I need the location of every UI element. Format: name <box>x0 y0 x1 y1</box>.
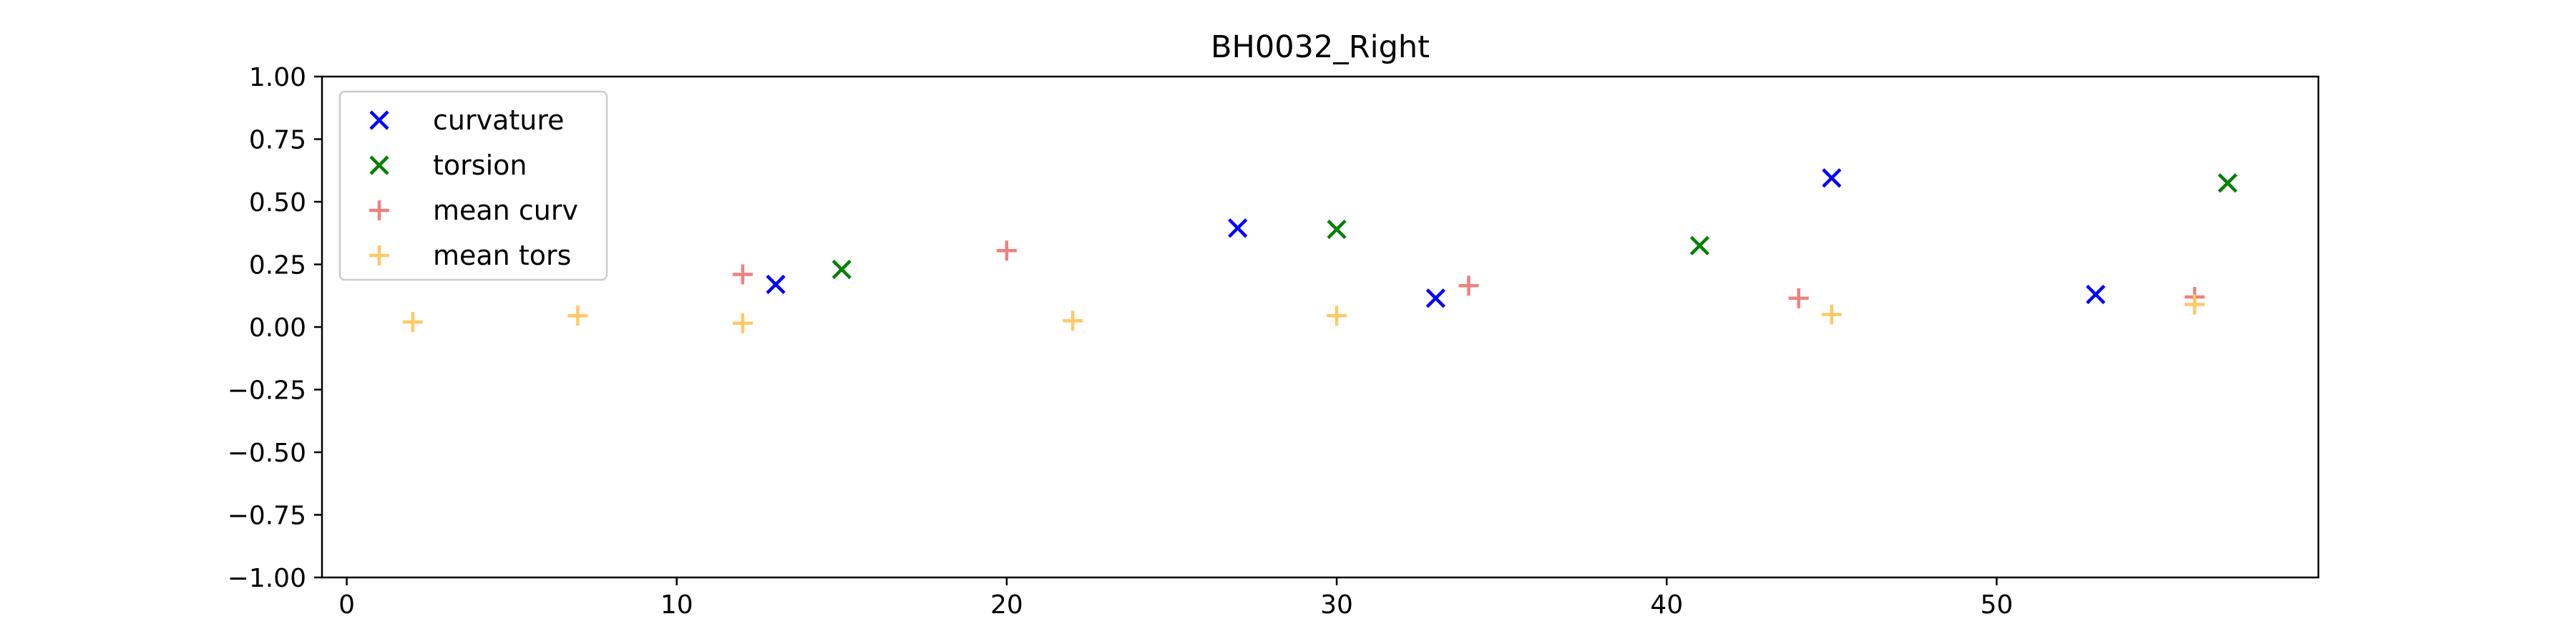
data-point-mean-tors <box>1821 304 1842 325</box>
y-tick-label: 0.25 <box>249 251 306 280</box>
marker-stroke <box>1689 235 1709 255</box>
data-point-curvature <box>1228 218 1248 238</box>
chart-title: BH0032_Right <box>1211 29 1430 65</box>
y-tick-label: −1.00 <box>228 564 306 593</box>
data-point-torsion <box>2218 173 2238 193</box>
data-point-mean-tors <box>1327 306 1347 326</box>
data-point-mean-tors <box>1063 311 1083 331</box>
data-point-torsion <box>1689 235 1709 255</box>
y-tick-label: 0.75 <box>249 126 306 155</box>
data-point-curvature <box>766 274 786 295</box>
plot-area: 0 10 20 30 40 50 1.00 0.75 0.50 0.25 0.00 −0.25 −0.5… <box>228 63 2320 620</box>
y-tick-label: −0.25 <box>228 376 306 406</box>
marker-stroke <box>1327 219 1347 240</box>
marker-stroke <box>766 274 786 295</box>
legend-marker-curvature <box>369 110 389 130</box>
y-tick-label: −0.50 <box>228 439 306 468</box>
marker-stroke <box>369 110 389 130</box>
marker-stroke <box>2086 284 2106 305</box>
marker-stroke <box>1228 218 1248 238</box>
marker-stroke <box>1822 168 1842 188</box>
data-point-torsion <box>831 259 852 280</box>
data-point-curvature <box>1822 168 1842 188</box>
data-point-curvature <box>2086 284 2106 305</box>
x-tick-label: 50 <box>1980 590 2013 620</box>
data-point-torsion <box>1327 219 1347 240</box>
marker-stroke <box>831 259 852 280</box>
data-point-curvature <box>1425 288 1445 308</box>
x-tick-label: 10 <box>660 590 693 620</box>
x-tick-label: 0 <box>338 590 355 620</box>
legend-label-mean-curv: mean curv <box>433 195 578 226</box>
series-mean-curv <box>732 240 2205 308</box>
x-tick-label: 30 <box>1320 590 1353 620</box>
legend-label-mean-tors: mean tors <box>433 240 571 271</box>
data-point-mean-curv <box>732 264 753 285</box>
series-torsion <box>831 173 2238 280</box>
x-tick-label: 40 <box>1650 590 1683 620</box>
legend-marker-mean-curv <box>369 200 389 220</box>
axes-frame <box>321 75 2320 579</box>
legend-label-curvature: curvature <box>433 104 565 136</box>
y-tick-label: 0.00 <box>249 313 306 343</box>
data-point-mean-curv <box>1788 288 1809 308</box>
y-tick-label: 1.00 <box>249 63 306 92</box>
marker-stroke <box>369 155 389 175</box>
data-point-mean-tors <box>2185 294 2205 315</box>
data-point-mean-curv <box>996 240 1017 261</box>
data-point-mean-tors <box>732 313 753 333</box>
data-point-mean-tors <box>567 306 588 326</box>
data-point-mean-tors <box>402 312 423 332</box>
legend-marker-torsion <box>369 155 389 175</box>
marker-stroke <box>2218 173 2238 193</box>
marker-stroke <box>1425 288 1445 308</box>
legend: curvature torsion mean curv mean tors <box>338 90 608 281</box>
data-point-mean-curv <box>1458 275 1479 296</box>
y-tick-label: 0.50 <box>249 188 306 218</box>
legend-marker-mean-tors <box>369 245 389 265</box>
series-mean-tors <box>402 294 2205 333</box>
x-tick-label: 20 <box>990 590 1023 620</box>
legend-box <box>338 90 608 281</box>
series-curvature <box>766 168 2106 308</box>
y-tick-label: −0.75 <box>228 502 306 531</box>
legend-label-torsion: torsion <box>433 150 527 181</box>
